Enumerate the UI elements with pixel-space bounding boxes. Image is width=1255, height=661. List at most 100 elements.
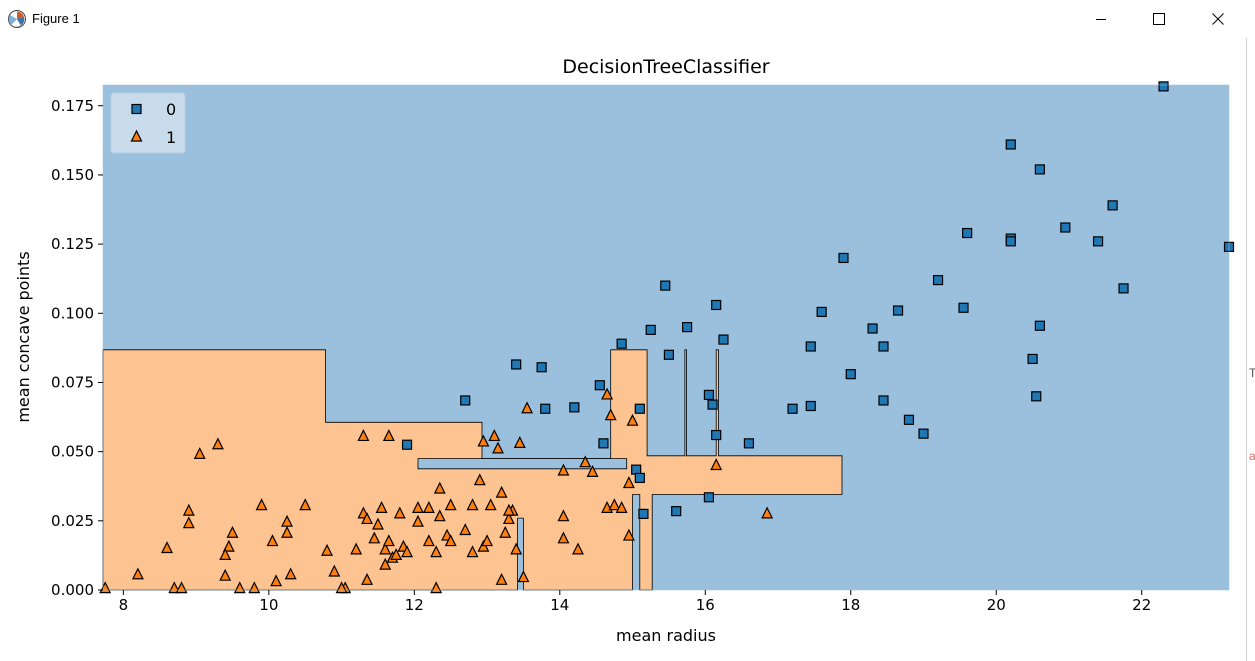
- x-tick-label: 20: [987, 596, 1006, 614]
- class-0-point: [460, 395, 471, 406]
- class-1-point: [357, 429, 370, 442]
- class-1-point: [466, 545, 479, 558]
- legend-marker-1: [130, 129, 143, 142]
- y-tick-label: 0.125: [51, 235, 94, 253]
- class-0-point: [711, 299, 722, 311]
- y-axis-label: mean concave points: [14, 251, 33, 422]
- x-tick-label: 16: [696, 596, 715, 614]
- class-1-point: [430, 545, 443, 558]
- class-1-point: [459, 523, 472, 536]
- class-1-point: [270, 574, 283, 587]
- class-0-point: [569, 402, 580, 413]
- class-0-point: [878, 341, 889, 352]
- class-1-point: [299, 498, 312, 511]
- class-1-point: [579, 455, 592, 468]
- class-1-point: [495, 485, 508, 498]
- class-1-point: [361, 572, 374, 585]
- close-button[interactable]: [1195, 0, 1241, 38]
- class-1-point: [572, 542, 584, 555]
- class-1-point: [521, 401, 534, 414]
- window-titlebar: Figure 1: [0, 0, 1255, 38]
- y-tick-label: 0.050: [51, 443, 94, 461]
- class-1-point: [557, 509, 570, 522]
- class-1-point: [710, 458, 723, 471]
- class-1-point: [513, 436, 526, 448]
- class-1-point: [601, 387, 614, 400]
- class-1-point: [517, 570, 530, 583]
- class-1-point: [466, 498, 479, 511]
- class-1-point: [488, 429, 501, 442]
- class-1-point: [375, 501, 388, 513]
- class-1-point: [622, 528, 635, 541]
- class-1-point: [368, 531, 381, 544]
- y-tick-label: 0.075: [51, 373, 94, 391]
- class-1-point: [510, 542, 523, 555]
- class-0-point: [634, 403, 645, 414]
- class-0-point: [711, 429, 722, 441]
- minimize-button[interactable]: [1078, 0, 1124, 38]
- class-1-point: [557, 463, 570, 476]
- window-title: Figure 1: [32, 11, 80, 26]
- class-0-point: [743, 438, 755, 449]
- class-1-point: [484, 498, 497, 511]
- class-1-point: [284, 567, 297, 580]
- class-0-point: [805, 400, 816, 412]
- class-1-point: [604, 408, 617, 421]
- class-1-point: [161, 541, 173, 554]
- class-1-point: [350, 542, 363, 555]
- class-0-point: [645, 324, 656, 335]
- class-1-point: [761, 506, 774, 519]
- class-1-point: [557, 531, 570, 544]
- class-0-point: [511, 359, 522, 370]
- class-1-point: [382, 429, 395, 442]
- class-1-point: [328, 564, 341, 577]
- y-tick-label: 0.025: [51, 512, 94, 530]
- class-0-point: [1034, 164, 1045, 175]
- close-icon: [1212, 13, 1224, 25]
- class-0-point: [958, 302, 969, 313]
- class-0-point: [892, 305, 904, 316]
- class-1-point: [131, 567, 144, 580]
- class-1-point: [433, 481, 446, 494]
- class-1-point: [321, 543, 334, 556]
- class-0-point: [1034, 320, 1045, 331]
- class-1-point: [481, 534, 494, 547]
- class-1-point: [382, 534, 395, 547]
- x-tick-label: 12: [405, 596, 424, 614]
- class-0-point: [816, 306, 827, 318]
- class-0-point: [787, 403, 798, 414]
- class-1-point: [473, 473, 486, 486]
- x-tick-label: 14: [550, 596, 569, 614]
- y-tick-label: 0.175: [51, 97, 94, 115]
- class-1-point: [379, 557, 392, 570]
- class-0-point: [707, 399, 718, 410]
- legend-label: 1: [166, 128, 176, 147]
- background-window-edge: [1246, 38, 1255, 661]
- legend: 01: [110, 92, 186, 154]
- class-1-point: [390, 548, 403, 561]
- class-1-point: [193, 447, 206, 460]
- y-tick-label: 0.150: [51, 166, 94, 184]
- class-0-point: [932, 274, 944, 286]
- class-1-point: [379, 542, 392, 555]
- legend-label: 0: [166, 100, 176, 119]
- class-1-point: [492, 441, 504, 454]
- class-1-point: [411, 501, 424, 513]
- class-1-point: [444, 498, 457, 511]
- class-1-point: [371, 517, 384, 530]
- class-1-point: [211, 437, 224, 450]
- x-tick-label: 8: [119, 596, 129, 614]
- class-1-point: [255, 498, 268, 511]
- class-1-point: [226, 525, 239, 538]
- maximize-button[interactable]: [1136, 0, 1182, 38]
- class-1-point: [219, 548, 232, 561]
- x-tick-label: 22: [1132, 596, 1151, 614]
- class-0-point: [1107, 200, 1118, 211]
- class-1-point: [182, 516, 195, 529]
- class-1-point: [219, 568, 232, 581]
- class-0-point: [1060, 222, 1071, 233]
- x-tick-label: 18: [841, 596, 860, 614]
- class-1-point: [401, 545, 414, 558]
- class-0-point: [681, 322, 693, 333]
- class-0-point: [663, 349, 675, 360]
